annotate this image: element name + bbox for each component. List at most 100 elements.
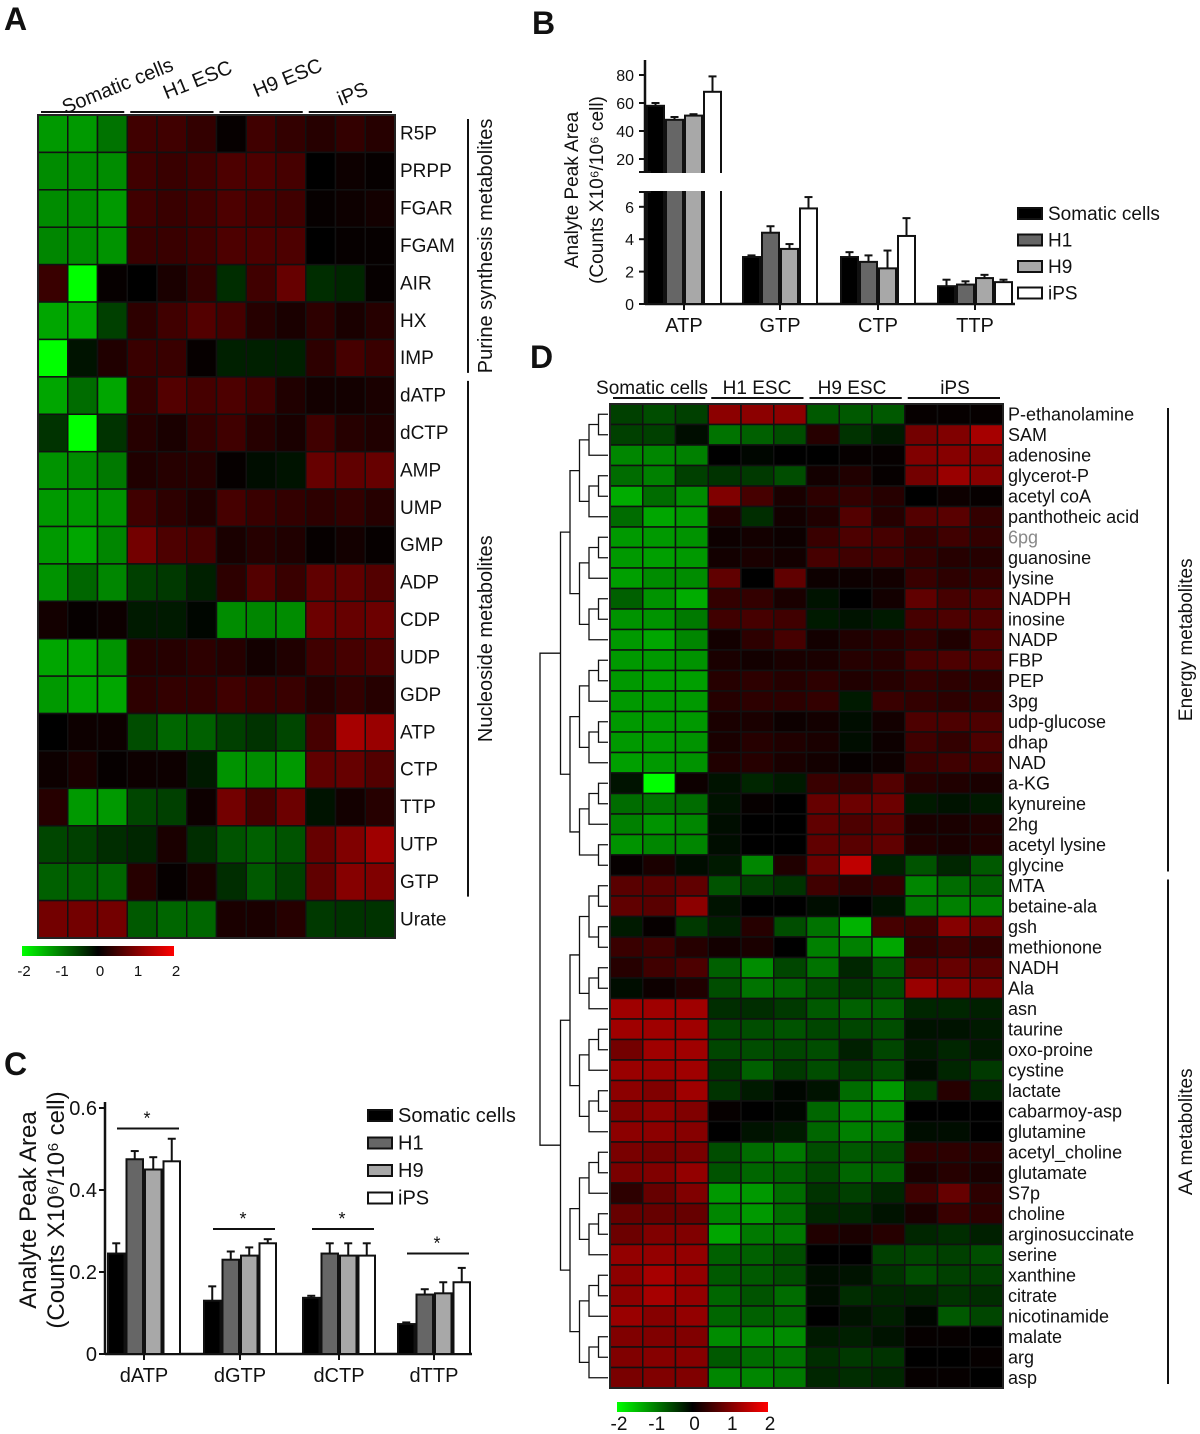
bar xyxy=(415,1293,434,1356)
heatmap-cell xyxy=(67,675,99,715)
heatmap-cell xyxy=(904,956,939,979)
heatmap-cell xyxy=(838,772,873,795)
axis-break-gap xyxy=(638,173,728,191)
heatmap-cell xyxy=(904,1079,939,1102)
bar-chart-c: dATP dGTP dCTP dTTP Analyte Peak Area (Counts… xyxy=(15,1091,516,1387)
heatmap-cell xyxy=(126,338,158,378)
heatmap-cell xyxy=(805,874,840,897)
heatmap-cell xyxy=(904,505,939,528)
heatmap-cell xyxy=(740,854,775,877)
heatmap-cell xyxy=(275,338,307,378)
bar xyxy=(357,1254,376,1355)
heatmap-cell xyxy=(707,669,742,692)
heatmap-cell xyxy=(609,710,644,733)
heatmap-cell xyxy=(186,413,218,453)
row-label: dATP xyxy=(400,386,446,407)
heatmap-cell xyxy=(245,675,277,715)
heatmap-cell xyxy=(305,750,337,790)
legend-label: H9 xyxy=(398,1160,424,1182)
heatmap-cell xyxy=(305,563,337,603)
heatmap-cell xyxy=(969,751,1004,774)
colorbar xyxy=(617,1402,768,1412)
heatmap-cell xyxy=(904,464,939,487)
bar xyxy=(799,207,818,305)
heatmap-cell xyxy=(805,1100,840,1123)
heatmap-cell xyxy=(186,787,218,827)
heatmap-cell xyxy=(96,151,128,191)
heatmap-cell xyxy=(707,464,742,487)
heatmap-cell xyxy=(740,464,775,487)
heatmap-cell xyxy=(904,1243,939,1266)
heatmap-cell xyxy=(707,526,742,549)
heatmap-cell xyxy=(37,301,69,341)
heatmap-cell xyxy=(904,587,939,610)
heatmap-cell xyxy=(674,772,709,795)
heatmap-cell xyxy=(642,464,677,487)
heatmap-cell xyxy=(609,936,644,959)
heatmap-cell xyxy=(96,787,128,827)
heatmap-cell xyxy=(969,1325,1004,1348)
heatmap-cell xyxy=(936,854,971,877)
row-label: arg xyxy=(1008,1347,1034,1367)
heatmap-cell xyxy=(364,301,396,341)
heatmap-cell xyxy=(871,567,906,590)
heatmap-cell xyxy=(707,1161,742,1184)
heatmap-cell xyxy=(37,637,69,677)
heatmap-cell xyxy=(936,444,971,467)
heatmap-cell xyxy=(674,1182,709,1205)
row-label: Urate xyxy=(400,909,446,930)
row-label: NAD xyxy=(1008,753,1046,773)
heatmap-cell xyxy=(67,750,99,790)
bar xyxy=(221,1258,240,1355)
heatmap-cell xyxy=(364,376,396,416)
heatmap-cell xyxy=(936,526,971,549)
heatmap-cell xyxy=(904,567,939,590)
heatmap-cell xyxy=(904,731,939,754)
heatmap-cell xyxy=(805,649,840,672)
heatmap-cell xyxy=(609,608,644,631)
heatmap-cell xyxy=(674,485,709,508)
heatmap-cell xyxy=(334,787,366,827)
heatmap-cell xyxy=(215,563,247,603)
heatmap-cell xyxy=(904,1264,939,1287)
heatmap-cell xyxy=(275,226,307,266)
heatmap-cell xyxy=(904,690,939,713)
heatmap-cell xyxy=(674,669,709,692)
heatmap-cell xyxy=(674,587,709,610)
heatmap-cell xyxy=(37,413,69,453)
bar xyxy=(956,283,975,305)
bar xyxy=(240,1254,259,1355)
heatmap-cell xyxy=(805,1243,840,1266)
heatmap-cell xyxy=(936,1079,971,1102)
heatmap-cell xyxy=(871,1366,906,1389)
heatmap-cell xyxy=(674,813,709,836)
heatmap-cell xyxy=(37,563,69,603)
side-group-label: Energy metabolites xyxy=(1176,558,1197,721)
heatmap-cell xyxy=(936,1325,971,1348)
heatmap-cell xyxy=(334,712,366,752)
heatmap-cell xyxy=(904,1018,939,1041)
dendrogram-branch xyxy=(559,531,570,775)
heatmap-cell xyxy=(609,956,644,979)
heatmap-cell xyxy=(642,792,677,815)
heatmap-cell xyxy=(904,710,939,733)
heatmap-cell xyxy=(186,263,218,303)
heatmap-cell xyxy=(969,1305,1004,1328)
heatmap-cell xyxy=(969,485,1004,508)
heatmap-cell xyxy=(305,338,337,378)
row-label: methionone xyxy=(1008,937,1102,957)
heatmap-cell xyxy=(773,1305,808,1328)
heatmap-cell xyxy=(642,1182,677,1205)
heatmap-cell xyxy=(674,1161,709,1184)
heatmap-cell xyxy=(126,899,158,939)
heatmap-cell xyxy=(838,1243,873,1266)
heatmap-cell xyxy=(773,1018,808,1041)
heatmap-cell xyxy=(674,1264,709,1287)
row-label: xanthine xyxy=(1008,1265,1076,1285)
dendrogram-branch xyxy=(559,1019,570,1271)
heatmap-cell xyxy=(245,189,277,228)
heatmap-cell xyxy=(838,587,873,610)
heatmap-cell xyxy=(305,825,337,864)
heatmap-cell xyxy=(969,1141,1004,1164)
heatmap-cell xyxy=(609,423,644,446)
